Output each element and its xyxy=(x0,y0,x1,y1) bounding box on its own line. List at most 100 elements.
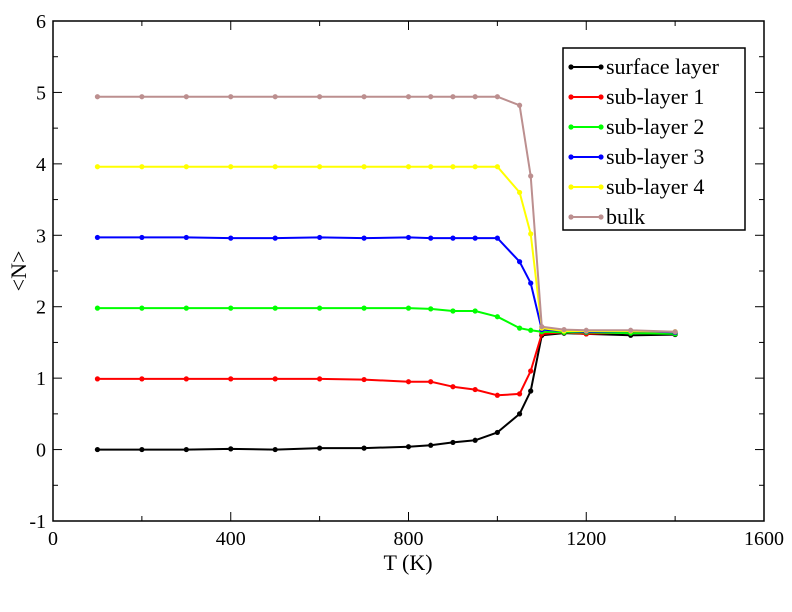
x-axis-title: T (K) xyxy=(383,550,432,575)
data-point xyxy=(528,388,534,394)
data-point xyxy=(516,102,523,108)
legend-marker xyxy=(568,184,574,190)
data-point xyxy=(183,164,189,170)
legend-entry: sub-layer 1 xyxy=(568,84,704,109)
x-tick-label: 1600 xyxy=(744,528,784,550)
data-point xyxy=(528,231,534,237)
data-point xyxy=(472,308,478,314)
data-point xyxy=(428,442,434,448)
legend-entry: bulk xyxy=(568,204,645,229)
legend-marker xyxy=(568,64,574,70)
legend-label: sub-layer 2 xyxy=(606,114,704,139)
series-bulk xyxy=(94,94,678,335)
data-point xyxy=(405,379,412,385)
data-point xyxy=(183,234,189,241)
legend-marker xyxy=(568,154,574,160)
data-point xyxy=(405,94,412,100)
series-layer xyxy=(94,94,678,453)
data-point xyxy=(516,391,523,397)
legend-label: bulk xyxy=(606,204,645,229)
data-point xyxy=(139,446,145,453)
data-point xyxy=(94,446,101,453)
data-point xyxy=(317,164,323,170)
data-point xyxy=(539,324,545,330)
data-point xyxy=(528,173,534,179)
legend-label: sub-layer 3 xyxy=(606,144,704,169)
y-tick-label: 4 xyxy=(36,154,46,176)
data-point xyxy=(450,308,456,314)
data-point xyxy=(272,305,278,311)
data-point xyxy=(528,368,534,374)
data-point xyxy=(272,446,278,453)
y-tick-label: 5 xyxy=(36,82,46,104)
y-tick-label: -1 xyxy=(29,511,46,533)
data-point xyxy=(361,235,367,241)
data-point xyxy=(139,94,145,100)
data-point xyxy=(94,376,101,382)
y-axis-title: <N> xyxy=(6,251,31,292)
data-point xyxy=(405,164,412,170)
data-point xyxy=(428,235,434,241)
x-tick-label: 400 xyxy=(216,528,246,550)
legend-label: sub-layer 1 xyxy=(606,84,704,109)
data-point xyxy=(139,376,145,382)
legend-label: sub-layer 4 xyxy=(606,174,704,199)
data-point xyxy=(428,164,434,170)
data-point xyxy=(472,235,478,241)
legend-box xyxy=(562,47,746,231)
legend-entry: sub-layer 4 xyxy=(568,174,704,199)
data-point xyxy=(472,386,478,393)
series-sub-layer-1 xyxy=(94,329,678,398)
data-point xyxy=(472,164,478,170)
data-point xyxy=(672,329,678,335)
data-point xyxy=(494,94,500,100)
data-point xyxy=(494,429,500,436)
y-tick-label: 3 xyxy=(36,225,46,247)
data-point xyxy=(405,305,412,311)
data-point xyxy=(405,444,412,450)
legend-marker xyxy=(598,124,604,130)
data-point xyxy=(361,164,367,170)
legend-entry: sub-layer 2 xyxy=(568,114,704,139)
data-point xyxy=(317,94,323,100)
data-point xyxy=(516,411,523,417)
x-tick-label: 1200 xyxy=(566,528,606,550)
data-point xyxy=(272,164,278,170)
legend-entry: sub-layer 3 xyxy=(568,144,704,169)
data-point xyxy=(428,306,434,312)
data-point xyxy=(628,327,634,333)
data-point xyxy=(272,376,278,382)
data-point xyxy=(405,234,412,241)
data-point xyxy=(361,445,367,451)
data-point xyxy=(228,446,234,452)
legend-marker xyxy=(598,214,604,220)
x-axis-ticks: 0 400 800 1200 1600 xyxy=(48,21,784,550)
data-point xyxy=(94,164,101,170)
y-axis-ticks: -1 0 1 2 3 4 5 6 xyxy=(29,11,764,533)
series-line xyxy=(97,236,676,334)
data-point xyxy=(516,325,523,331)
data-point xyxy=(494,392,500,398)
data-point xyxy=(139,234,145,241)
data-point xyxy=(228,376,234,382)
data-point xyxy=(139,305,145,311)
y-tick-label: 2 xyxy=(36,297,46,319)
data-point xyxy=(183,94,189,100)
data-point xyxy=(494,164,500,170)
data-point xyxy=(561,326,567,333)
legend-label: surface layer xyxy=(606,54,720,79)
data-point xyxy=(583,327,589,333)
y-tick-label: 6 xyxy=(36,11,46,33)
data-point xyxy=(450,439,456,446)
legend-marker xyxy=(598,184,604,190)
data-point xyxy=(94,94,101,100)
y-tick-label: 0 xyxy=(36,440,46,462)
data-point xyxy=(428,94,434,100)
x-tick-label: 800 xyxy=(394,528,424,550)
legend-marker xyxy=(598,94,604,100)
legend-marker xyxy=(568,214,574,220)
data-point xyxy=(528,280,534,286)
data-point xyxy=(228,235,234,241)
data-point xyxy=(228,94,234,100)
